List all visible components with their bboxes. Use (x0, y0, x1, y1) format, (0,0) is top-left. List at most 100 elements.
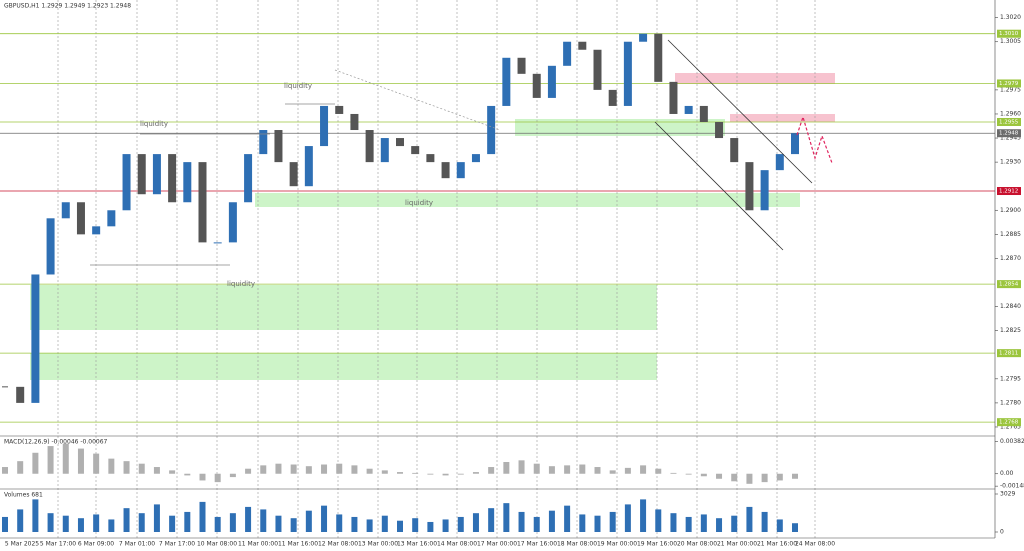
bar (655, 509, 662, 532)
x-tick-label: 21 Mar 00:00 (717, 541, 757, 548)
candle (502, 57, 511, 106)
grid (57, 0, 998, 538)
candle (107, 210, 116, 227)
bar (305, 510, 312, 532)
bar (412, 472, 419, 474)
level-label: 1.2955 (999, 119, 1019, 125)
bar (108, 458, 115, 474)
levels (0, 33, 995, 423)
y-tick-label: 1.2825 (1000, 327, 1021, 334)
candle (31, 274, 40, 403)
candle (715, 121, 724, 139)
candle (791, 133, 799, 155)
level-tag (997, 187, 1021, 196)
y-tick-label: 1.3005 (1000, 38, 1021, 45)
annotation: liquidity (284, 82, 312, 90)
bar (275, 463, 282, 474)
bar (351, 465, 358, 474)
bar (169, 515, 176, 532)
bar (47, 513, 54, 532)
y-tick-label: 1.2975 (1000, 86, 1021, 93)
x-tick-label: 17 Mar 00:00 (477, 541, 517, 548)
bar (761, 511, 768, 532)
bar (609, 470, 616, 474)
x-tick-label: 13 Mar 00:00 (358, 541, 398, 548)
level-label: 1.2948 (999, 131, 1019, 137)
x-tick-label: 10 Mar 08:00 (197, 541, 237, 548)
candle (396, 138, 404, 147)
bar (290, 464, 297, 474)
candle (684, 105, 693, 114)
bar (503, 503, 510, 532)
candle (608, 89, 617, 106)
candle (380, 138, 389, 163)
demand-zone (255, 193, 800, 207)
bar (17, 461, 24, 474)
bar (700, 473, 707, 477)
candle (244, 154, 253, 203)
y-tick-label: -0.00148 (1000, 483, 1024, 490)
bar (746, 506, 753, 532)
bar (624, 467, 631, 474)
candle (76, 202, 85, 235)
bar (260, 465, 267, 474)
candle (259, 130, 268, 155)
x-tick-label: 11 Mar 00:00 (238, 541, 278, 548)
candle (335, 105, 344, 114)
level-tag (997, 349, 1021, 358)
x-tick-label: 21 Mar 16:00 (757, 541, 797, 548)
bar (214, 473, 221, 483)
bar (32, 452, 39, 474)
channel-line (654, 121, 784, 251)
bar (260, 509, 267, 532)
bar (184, 511, 191, 532)
bar (77, 518, 84, 532)
bar (640, 465, 647, 474)
bar (2, 516, 8, 532)
candle (152, 154, 161, 195)
bar (533, 463, 540, 474)
candle (274, 130, 283, 163)
bar (381, 515, 388, 532)
supply-zone (730, 114, 835, 122)
bar (199, 473, 206, 481)
bar (533, 516, 540, 532)
y-tick-label: 1.2930 (1000, 159, 1021, 166)
bar (321, 464, 328, 474)
candle (669, 81, 678, 114)
bar (579, 514, 586, 532)
bar (47, 446, 54, 474)
candle (563, 41, 572, 66)
bar (685, 516, 692, 532)
candle (198, 162, 207, 243)
candle (137, 154, 146, 195)
candle (426, 154, 435, 163)
bar (62, 443, 69, 474)
bar (472, 472, 479, 474)
x-tick-label: 5 Mar 2025 (5, 541, 39, 548)
bar (792, 523, 798, 532)
bar (670, 513, 677, 532)
bar (229, 473, 236, 478)
drawings (0, 0, 996, 539)
y-tick-label: 0 (1000, 529, 1004, 536)
demand-zone (30, 353, 657, 380)
x-tick-label: 17 Mar 16:00 (517, 541, 557, 548)
candle (122, 154, 131, 211)
bar (716, 473, 723, 479)
bar (427, 521, 434, 532)
candle (213, 242, 222, 244)
bar (336, 463, 343, 474)
bar (548, 466, 555, 474)
bar (138, 513, 145, 532)
bar (731, 473, 738, 482)
bar (123, 461, 130, 474)
bar (321, 505, 328, 532)
x-tick-label: 19 Mar 16:00 (637, 541, 677, 548)
demand-zone (515, 119, 725, 136)
candle (775, 154, 784, 171)
bar (305, 466, 312, 474)
bar (670, 472, 677, 474)
candle (487, 105, 496, 155)
bar (564, 505, 571, 532)
